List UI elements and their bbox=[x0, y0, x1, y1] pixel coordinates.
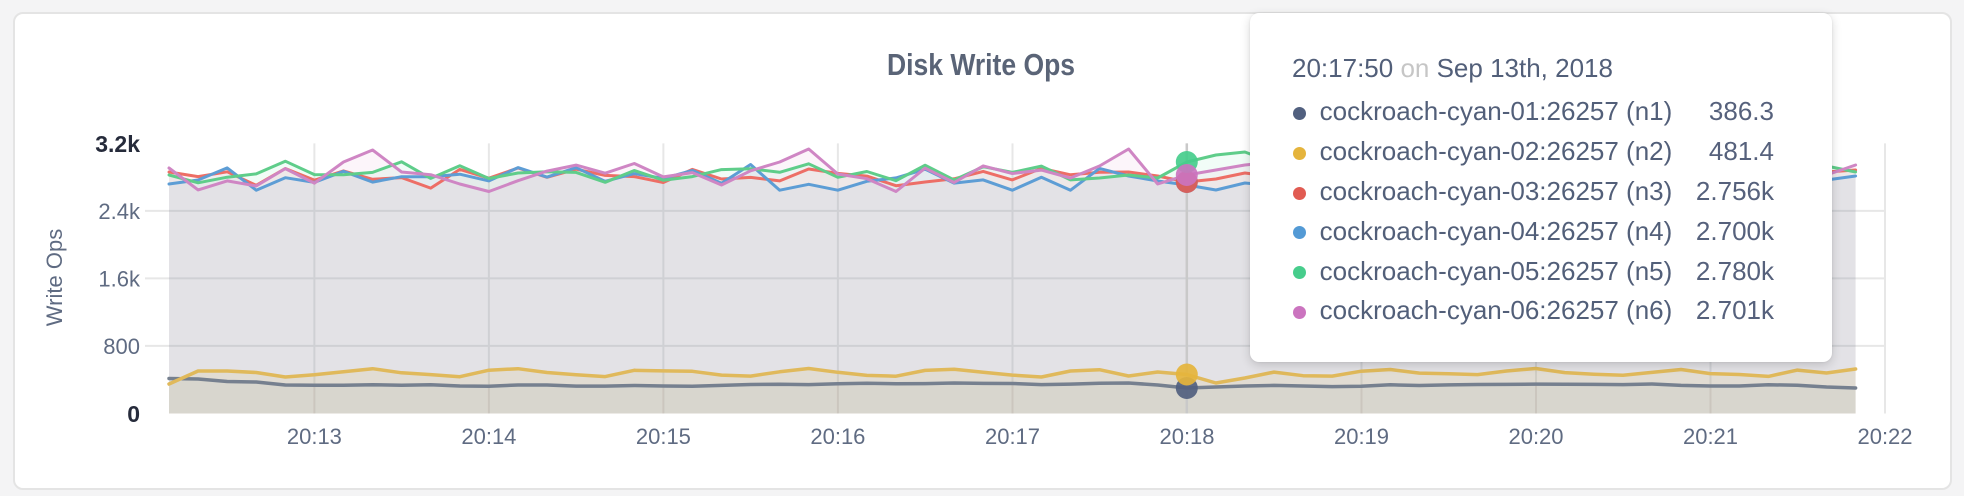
svg-text:20:15: 20:15 bbox=[636, 424, 691, 449]
svg-text:3.2k: 3.2k bbox=[95, 131, 140, 157]
svg-text:Disk Write Ops: Disk Write Ops bbox=[887, 47, 1075, 82]
svg-text:800: 800 bbox=[103, 334, 140, 359]
svg-text:20:13: 20:13 bbox=[287, 424, 342, 449]
svg-text:20:22: 20:22 bbox=[1857, 424, 1912, 449]
svg-text:20:16: 20:16 bbox=[810, 424, 865, 449]
svg-text:1.6k: 1.6k bbox=[98, 266, 141, 291]
svg-text:20:17: 20:17 bbox=[985, 424, 1040, 449]
svg-text:20:19: 20:19 bbox=[1334, 424, 1389, 449]
svg-text:20:20: 20:20 bbox=[1508, 424, 1563, 449]
svg-text:2.4k: 2.4k bbox=[98, 199, 141, 224]
svg-text:20:14: 20:14 bbox=[461, 424, 516, 449]
svg-text:20:21: 20:21 bbox=[1683, 424, 1738, 449]
svg-text:0: 0 bbox=[127, 401, 140, 427]
svg-text:20:18: 20:18 bbox=[1159, 424, 1214, 449]
svg-text:Write Ops: Write Ops bbox=[42, 229, 67, 326]
